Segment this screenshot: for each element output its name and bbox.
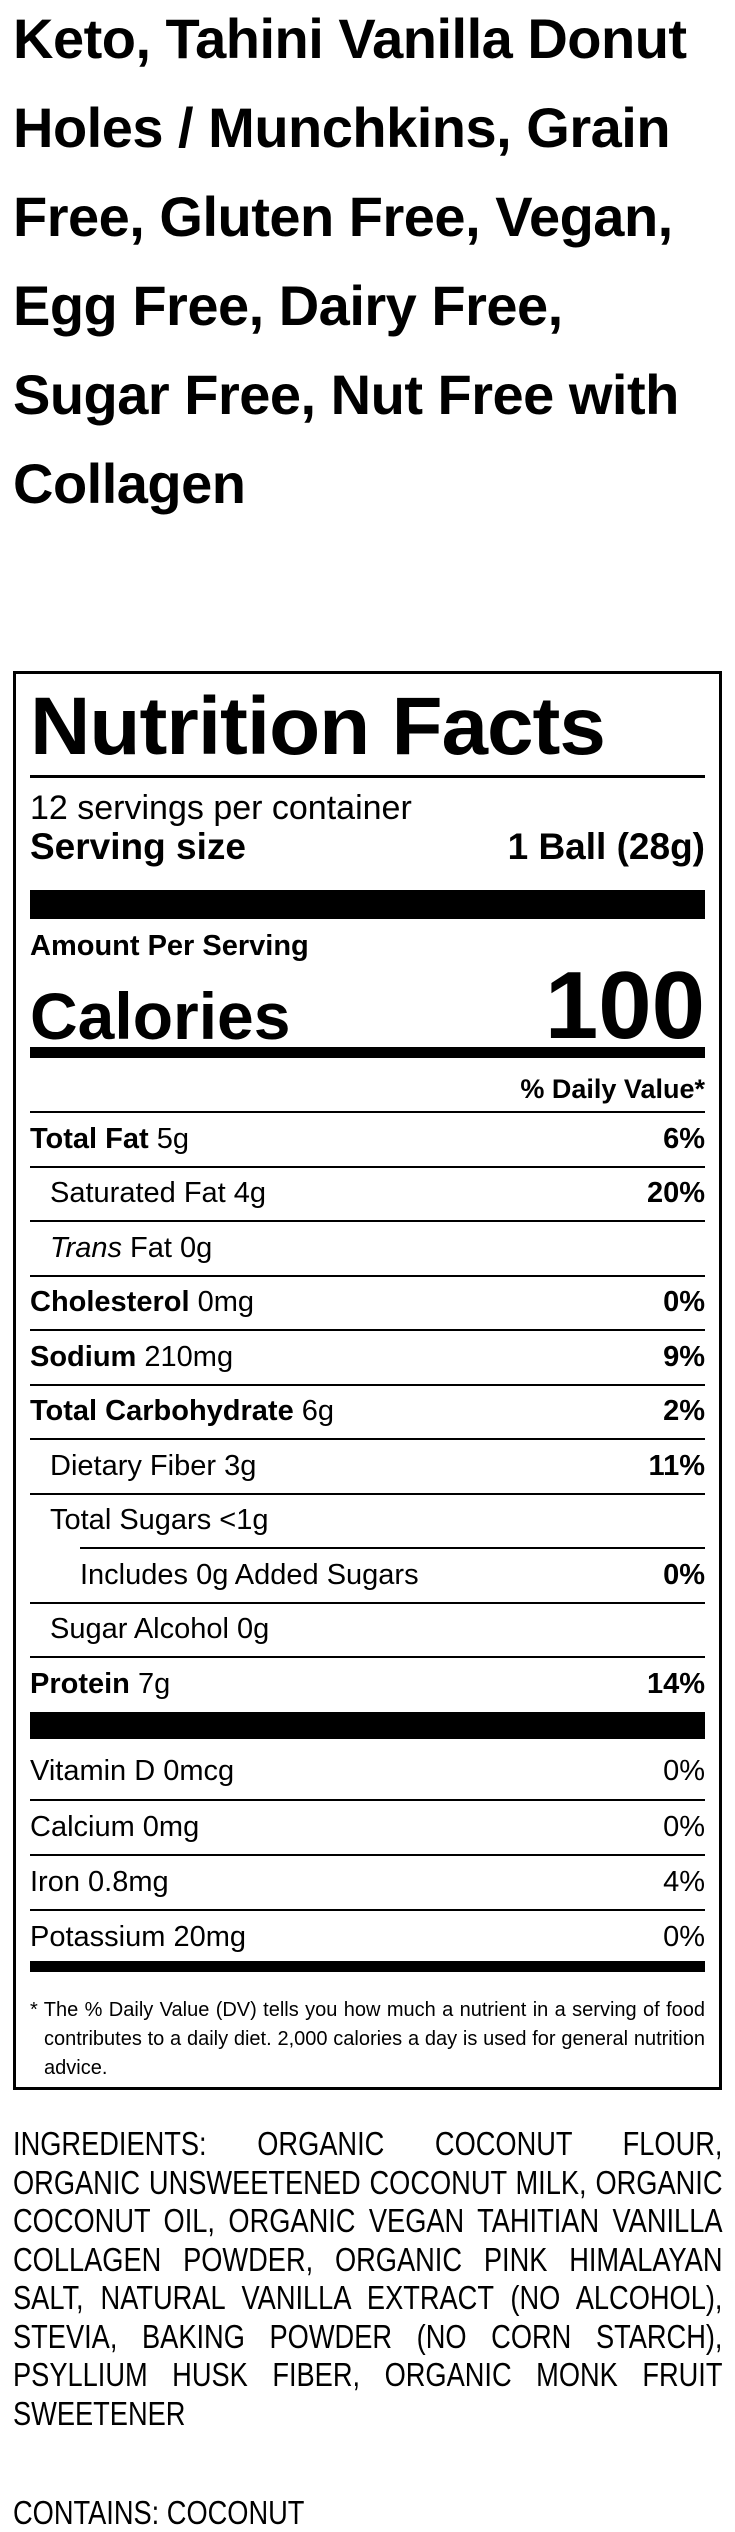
nutrient-label: Saturated Fat 4g [30, 1177, 266, 1210]
vitamin-row: Calcium 0mg 0% [30, 1799, 705, 1853]
thick-divider [30, 890, 705, 919]
nutrient-row: Total Fat 5g 6% [30, 1111, 705, 1165]
nutrient-label: Dietary Fiber 3g [30, 1450, 256, 1483]
nutrient-row: Total Sugars <1g [30, 1492, 705, 1547]
nutrient-daily-value: 20% [646, 1177, 705, 1209]
nutrient-label: Trans Fat 0g [30, 1232, 212, 1265]
ingredients-list: INGREDIENTS: ORGANIC COCONUT FLOUR, ORGA… [13, 2125, 723, 2432]
nutrient-name: Saturated Fat [50, 1177, 226, 1209]
vitamin-label: Iron 0.8mg [30, 1865, 169, 1898]
nutrient-amount: 0g [237, 1613, 270, 1645]
nutrient-name: Includes 0g Added Sugars [80, 1558, 419, 1591]
footnote: * The % Daily Value (DV) tells you how m… [30, 1999, 705, 2079]
nutrient-amount: 0mg [197, 1286, 255, 1318]
nutrient-name: Sodium [30, 1340, 137, 1373]
thick-divider [30, 1047, 705, 1058]
nutrient-amount: 4g [233, 1177, 267, 1209]
nutrient-row: Trans Fat 0g [30, 1220, 705, 1274]
vitamin-row: Potassium 20mg 0% [30, 1909, 705, 1963]
vitamin-daily-value: 0% [663, 1754, 705, 1787]
nutrient-name-suffix: Fat [130, 1231, 172, 1264]
nutrient-row: Dietary Fiber 3g 11% [30, 1438, 705, 1492]
nutrient-label: Sodium 210mg [30, 1341, 233, 1374]
nutrient-daily-value: 0% [663, 1286, 705, 1318]
serving-size: Serving size 1 Ball (28g) [30, 826, 705, 868]
nutrient-name: Sugar Alcohol [50, 1613, 229, 1645]
vitamin-daily-value: 4% [663, 1865, 705, 1898]
nutrient-row: Protein 7g 14% [30, 1656, 705, 1710]
calories-row: Calories 100 [30, 956, 705, 1056]
nutrient-amount: 6g [301, 1395, 335, 1427]
nutrient-label: Cholesterol 0mg [30, 1286, 254, 1319]
vitamin-daily-value: 0% [663, 1810, 705, 1843]
serving-size-value: 1 Ball (28g) [507, 826, 705, 867]
nutrient-label: Total Fat 5g [30, 1123, 189, 1156]
nutrient-daily-value: 9% [663, 1340, 705, 1373]
nutrient-amount: 0g [180, 1231, 213, 1264]
nutrient-label: Includes 0g Added Sugars [80, 1559, 419, 1592]
nutrient-daily-value: 6% [663, 1122, 705, 1155]
vitamin-label: Potassium 20mg [30, 1920, 246, 1953]
nutrition-facts-label: Nutrition Facts 12 servings per containe… [13, 671, 722, 2090]
vitamin-label: Calcium 0mg [30, 1810, 200, 1843]
nutrient-row: Cholesterol 0mg 0% [30, 1274, 705, 1329]
nutrient-name: Protein [30, 1667, 130, 1700]
nutrient-daily-value: 2% [663, 1395, 705, 1427]
nutrient-row: Sodium 210mg 9% [30, 1329, 705, 1383]
nutrient-name: Cholesterol [30, 1286, 190, 1318]
nutrient-daily-value: 0% [663, 1558, 705, 1591]
vitamin-daily-value: 0% [663, 1920, 705, 1953]
vitamin-row: Vitamin D 0mcg 0% [30, 1744, 705, 1798]
nutrient-name: Dietary Fiber [50, 1449, 216, 1482]
nutrient-daily-value: 14% [646, 1667, 705, 1700]
vitamin-row: Iron 0.8mg 4% [30, 1854, 705, 1908]
allergen-statement: CONTAINS: COCONUT [13, 2494, 305, 2531]
servings-per-container: 12 servings per container [30, 789, 412, 827]
amount-per-serving: Amount Per Serving [30, 930, 309, 962]
calories-value: 100 [544, 952, 705, 1059]
nutrition-facts-heading: Nutrition Facts [30, 681, 606, 772]
nutrient-label: Protein 7g [30, 1668, 170, 1701]
vitamin-label: Vitamin D 0mcg [30, 1754, 235, 1787]
nutrient-row: Saturated Fat 4g 20% [30, 1165, 705, 1220]
nutrient-row: Total Carbohydrate 6g 2% [30, 1383, 705, 1438]
nutrient-row: Includes 0g Added Sugars 0% [80, 1547, 705, 1601]
nutrient-amount: 3g [224, 1449, 257, 1482]
product-title: Keto, Tahini Vanilla Donut Holes / Munch… [13, 7, 687, 515]
nutrient-amount: 210mg [144, 1340, 234, 1373]
nutrient-label: Total Carbohydrate 6g [30, 1395, 334, 1428]
thick-divider [30, 1961, 705, 1972]
thick-divider [30, 1712, 705, 1739]
nutrient-amount: 5g [156, 1122, 190, 1155]
nutrient-name: Total Sugars [50, 1504, 212, 1536]
nutrient-amount: <1g [219, 1504, 269, 1536]
nutrient-label: Total Sugars <1g [30, 1504, 268, 1537]
nutrient-row: Sugar Alcohol 0g [30, 1601, 705, 1656]
daily-value-header: % Daily Value* [520, 1074, 705, 1104]
nutrient-name: Trans [50, 1231, 122, 1264]
serving-size-label: Serving size [30, 826, 246, 867]
nutrient-amount: 7g [137, 1667, 171, 1700]
divider [30, 775, 705, 778]
nutrient-name: Total Fat [30, 1122, 149, 1155]
calories-label: Calories [30, 979, 291, 1053]
nutrient-name: Total Carbohydrate [30, 1395, 294, 1427]
nutrient-label: Sugar Alcohol 0g [30, 1613, 269, 1646]
nutrient-daily-value: 11% [648, 1449, 705, 1482]
